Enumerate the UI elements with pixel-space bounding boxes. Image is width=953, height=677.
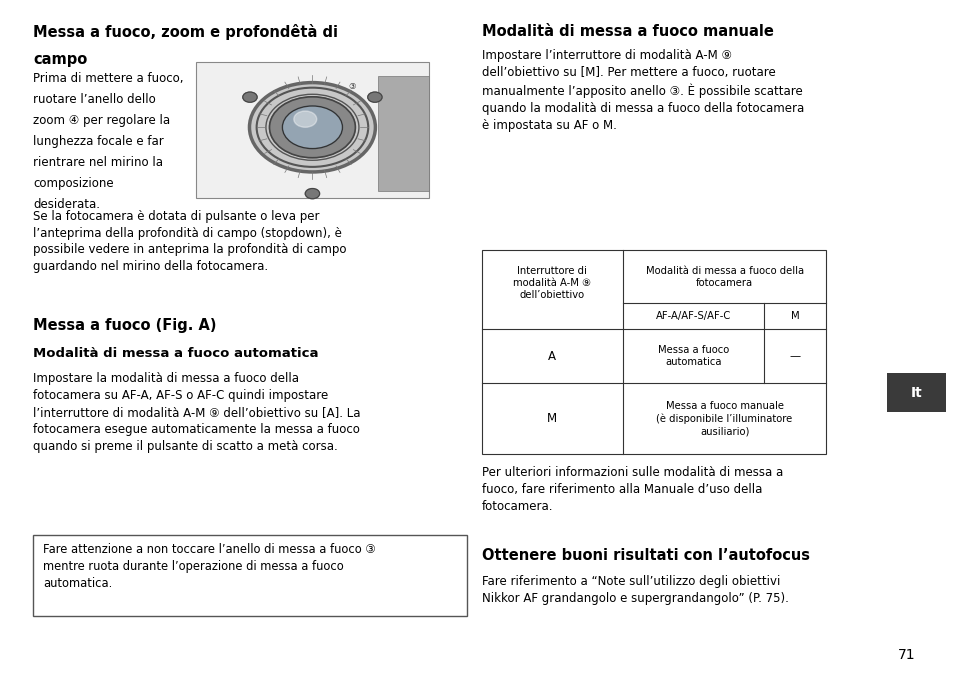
Text: ruotare l’anello dello: ruotare l’anello dello (33, 93, 156, 106)
Text: Impostare la modalità di messa a fuoco della
fotocamera su AF-A, AF-S o AF-C qui: Impostare la modalità di messa a fuoco d… (33, 372, 360, 452)
Text: Se la fotocamera è dotata di pulsante o leva per
l’anteprima della profondità di: Se la fotocamera è dotata di pulsante o … (33, 210, 347, 274)
Text: —: — (789, 351, 800, 361)
Text: Prima di mettere a fuoco,: Prima di mettere a fuoco, (33, 72, 184, 85)
Circle shape (270, 97, 355, 158)
Text: composizione: composizione (33, 177, 114, 190)
Circle shape (250, 83, 375, 172)
Text: Interruttore di
modalità A-M ⑨
dell’obiettivo: Interruttore di modalità A-M ⑨ dell’obie… (513, 266, 591, 300)
Text: Per ulteriori informazioni sulle modalità di messa a
fuoco, fare riferimento all: Per ulteriori informazioni sulle modalit… (481, 466, 782, 513)
Bar (481, 250, 825, 454)
Text: Messa a fuoco (Fig. A): Messa a fuoco (Fig. A) (33, 318, 216, 333)
Bar (33, 535, 467, 616)
Circle shape (294, 111, 316, 127)
Text: Fare riferimento a “Note sull’utilizzo degli obiettivi
Nikkor AF grandangolo e s: Fare riferimento a “Note sull’utilizzo d… (481, 575, 788, 605)
Circle shape (367, 92, 381, 102)
Circle shape (305, 188, 319, 199)
Text: rientrare nel mirino la: rientrare nel mirino la (33, 156, 163, 169)
Text: 71: 71 (898, 648, 915, 662)
Text: Ottenere buoni risultati con l’autofocus: Ottenere buoni risultati con l’autofocus (481, 548, 809, 563)
Text: M: M (547, 412, 557, 425)
Text: A: A (548, 349, 556, 363)
Bar (377, 76, 429, 191)
Text: Messa a fuoco manuale
(è disponibile l’illuminatore
ausiliario): Messa a fuoco manuale (è disponibile l’i… (656, 401, 792, 436)
Bar (886, 373, 945, 412)
Text: Messa a fuoco, zoom e profondêtà di: Messa a fuoco, zoom e profondêtà di (33, 24, 338, 40)
Bar (195, 62, 429, 198)
Text: ③: ③ (348, 82, 355, 91)
Text: Fare attenzione a non toccare l’anello di messa a fuoco ③
mentre ruota durante l: Fare attenzione a non toccare l’anello d… (43, 543, 375, 590)
Text: Impostare l’interruttore di modalità A-M ⑨
dell’obiettivo su [M]. Per mettere a : Impostare l’interruttore di modalità A-M… (481, 49, 803, 132)
Text: lunghezza focale e far: lunghezza focale e far (33, 135, 164, 148)
Text: campo: campo (33, 52, 88, 67)
Circle shape (243, 92, 257, 102)
Text: desiderata.: desiderata. (33, 198, 100, 211)
Text: Modalità di messa a fuoco automatica: Modalità di messa a fuoco automatica (33, 347, 318, 359)
Text: AF-A/AF-S/AF-C: AF-A/AF-S/AF-C (656, 311, 730, 321)
Text: Modalità di messa a fuoco della
fotocamera: Modalità di messa a fuoco della fotocame… (645, 266, 802, 288)
Text: Messa a fuoco
automatica: Messa a fuoco automatica (658, 345, 728, 367)
Circle shape (282, 106, 342, 149)
Text: M: M (790, 311, 799, 321)
Text: Modalità di messa a fuoco manuale: Modalità di messa a fuoco manuale (481, 24, 773, 39)
Text: It: It (910, 386, 922, 399)
Text: zoom ④ per regolare la: zoom ④ per regolare la (33, 114, 171, 127)
